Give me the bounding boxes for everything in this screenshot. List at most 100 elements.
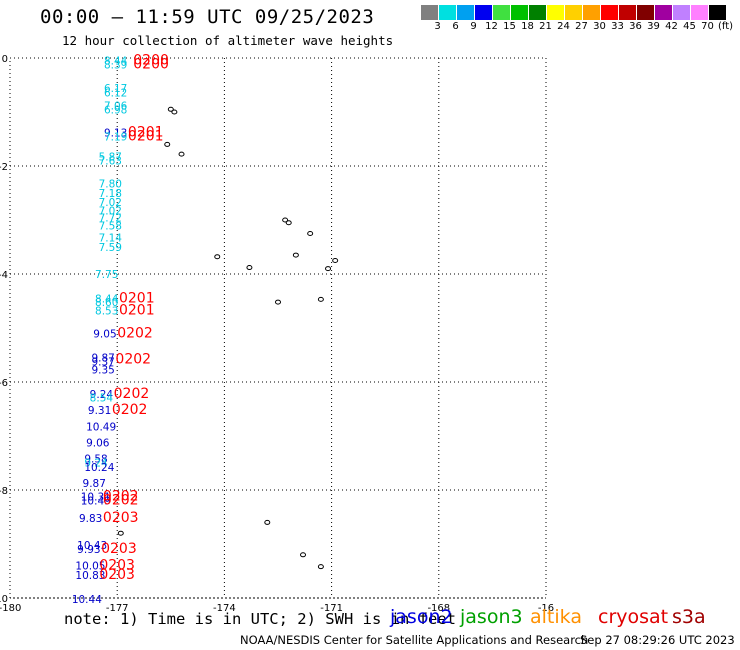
wave-height-label: 7.58 <box>99 220 122 232</box>
color-scale-label: 27 <box>575 21 588 32</box>
color-scale-label: 3 <box>434 21 441 32</box>
color-scale-label: 42 <box>665 21 678 32</box>
wave-height-label: 9.87 <box>83 478 106 490</box>
wave-height-label: 10.83 <box>75 570 105 582</box>
pass-time-label: 0201 <box>128 125 164 141</box>
satellite-cryosat-label: cryosat <box>598 606 669 628</box>
island-outline <box>282 217 289 223</box>
wave-height-label: 7.72 <box>99 212 122 224</box>
wave-height-label: 9.24 <box>90 389 114 401</box>
wave-height-label: 7.02 <box>99 197 122 209</box>
wave-height-label: 7.59 <box>99 242 122 254</box>
satellite-jason3-label: jason3 <box>460 606 523 628</box>
wave-height-label: 8.44 <box>104 56 128 68</box>
wave-height-label: 7.75 <box>95 269 118 281</box>
island-outline <box>332 258 339 263</box>
longitude-tick-label: -16 <box>538 603 554 614</box>
color-swatch <box>673 5 690 20</box>
color-swatch <box>439 5 456 20</box>
pass-time-label: 0203 <box>101 541 137 557</box>
color-scale-label: 21 <box>539 21 552 32</box>
wave-height-label: 9.24 <box>84 457 108 469</box>
island-outline <box>307 231 314 236</box>
wave-height-label: 7.02 <box>99 205 122 217</box>
island-outline <box>285 220 292 226</box>
latitude-tick-label: -2 <box>0 162 8 173</box>
wave-height-label: 9.06 <box>86 437 110 449</box>
color-scale-label: 33 <box>611 21 624 32</box>
satellite-altika-label: altika <box>530 606 582 628</box>
island-outline <box>117 530 124 536</box>
wave-height-label: 10.44 <box>72 594 102 606</box>
island-outline <box>171 109 178 115</box>
island-outline <box>300 552 307 558</box>
pass-time-label: 0201 <box>119 303 155 319</box>
island-outline <box>264 519 271 525</box>
color-swatch <box>547 5 564 20</box>
pass-time-label: 0201 <box>128 128 164 144</box>
color-swatch <box>601 5 618 20</box>
longitude-tick-label: -174 <box>213 603 236 614</box>
color-scale-label: 15 <box>503 21 516 32</box>
wave-height-label: 10.05 <box>75 561 105 573</box>
wave-height-label: 9.37 <box>91 356 114 368</box>
wave-height-label: 6.12 <box>104 88 127 100</box>
island-outline <box>292 252 299 258</box>
wave-height-label: 9.93 <box>77 544 100 556</box>
credit-line: NOAA/NESDIS Center for Satellite Applica… <box>240 633 589 647</box>
wave-height-label: 9.05 <box>93 328 116 340</box>
latitude-tick-label: 0 <box>2 54 8 65</box>
color-scale-label: 30 <box>593 21 606 32</box>
color-scale-label: (ft) <box>717 21 734 32</box>
color-swatch <box>475 5 492 20</box>
color-scale-label: 36 <box>629 21 642 32</box>
wave-height-label: 7.19 <box>104 131 127 143</box>
island-outline <box>317 296 324 302</box>
island-outline <box>275 299 281 305</box>
color-scale-label: 39 <box>647 21 660 32</box>
wave-height-label: 7.80 <box>99 178 122 190</box>
color-scale-label: 18 <box>521 21 534 32</box>
pass-time-label: 0202 <box>112 402 148 418</box>
wave-height-label: 8.54 <box>90 393 114 405</box>
pass-time-label: 0200 <box>133 56 169 72</box>
satellite-jason2-label: jason2 <box>390 606 453 628</box>
color-swatch <box>619 5 636 20</box>
color-swatch <box>511 5 528 20</box>
island-outline <box>164 141 171 147</box>
wave-height-label: 9.13 <box>104 128 127 140</box>
pass-time-label: 0203 <box>99 567 135 583</box>
island-outline <box>317 564 324 570</box>
color-swatch <box>655 5 672 20</box>
wave-height-label: 8.44 <box>95 293 119 305</box>
pass-time-label: 0202 <box>103 488 139 504</box>
color-swatch <box>709 5 726 20</box>
color-swatch <box>565 5 582 20</box>
wave-height-label: 6.98 <box>104 104 127 116</box>
longitude-tick-label: -180 <box>0 603 21 614</box>
wave-height-label: 9.87 <box>91 353 114 365</box>
wave-height-label: 9.83 <box>79 513 102 525</box>
map-subtitle: 12 hour collection of altimeter wave hei… <box>62 33 394 48</box>
latitude-tick-label: -8 <box>0 486 8 497</box>
color-swatch <box>583 5 600 20</box>
pass-time-label: 0200 <box>133 53 169 69</box>
wave-height-label: 6.17 <box>104 83 127 95</box>
color-swatch <box>529 5 546 20</box>
wave-height-label: 10.49 <box>86 421 116 433</box>
wave-height-label: 10.43 <box>77 540 107 552</box>
longitude-tick-label: -168 <box>427 603 450 614</box>
wave-height-label: 9.58 <box>84 454 107 466</box>
longitude-tick-label: -171 <box>320 603 343 614</box>
color-scale-label: 6 <box>452 21 459 32</box>
island-outline <box>167 106 174 112</box>
wave-height-label: 7.18 <box>99 188 122 200</box>
color-swatch <box>457 5 474 20</box>
color-scale-label: 24 <box>557 21 570 32</box>
latitude-tick-label: -4 <box>0 270 8 281</box>
wave-height-label: 10.31 <box>81 491 111 503</box>
wave-height-label: 7.63 <box>99 156 122 168</box>
color-scale-label: 45 <box>683 21 696 32</box>
island-outline <box>178 151 185 157</box>
wave-height-label: 8.39 <box>104 59 127 71</box>
